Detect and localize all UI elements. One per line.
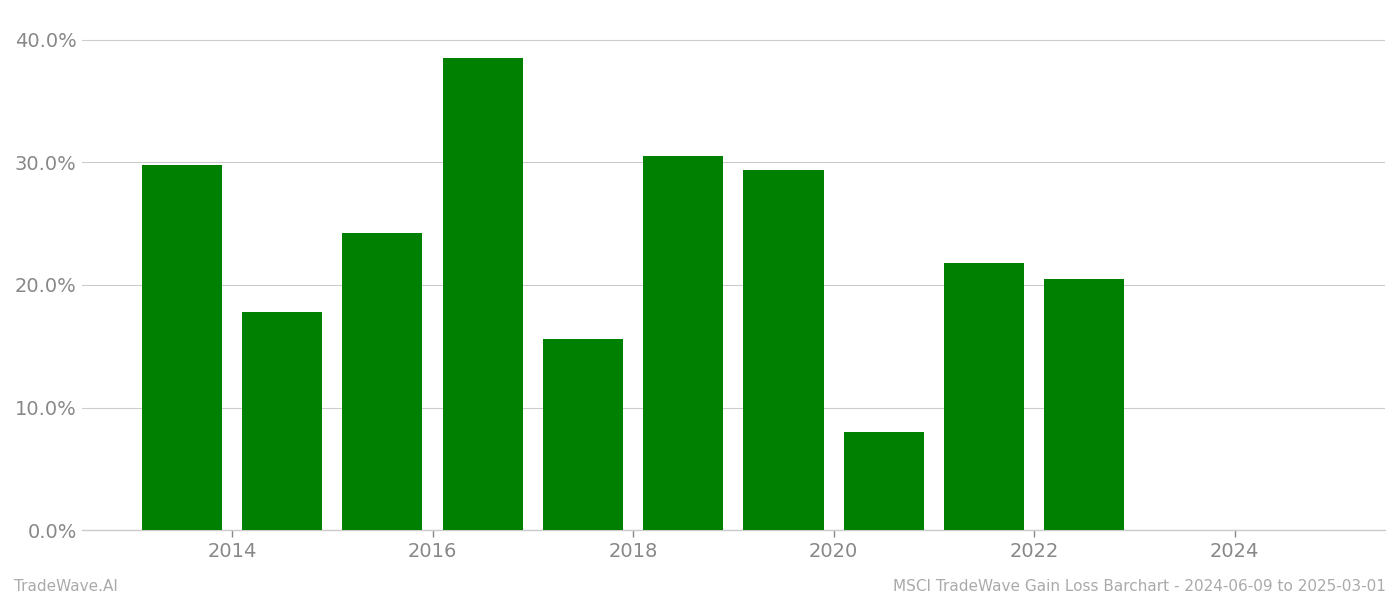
Bar xyxy=(141,164,223,530)
Bar xyxy=(944,263,1023,530)
Bar xyxy=(844,432,924,530)
Bar xyxy=(643,156,724,530)
Bar xyxy=(743,170,823,530)
Bar xyxy=(242,312,322,530)
Bar xyxy=(1044,279,1124,530)
Text: TradeWave.AI: TradeWave.AI xyxy=(14,579,118,594)
Bar xyxy=(442,58,522,530)
Bar xyxy=(543,339,623,530)
Bar xyxy=(342,233,423,530)
Text: MSCI TradeWave Gain Loss Barchart - 2024-06-09 to 2025-03-01: MSCI TradeWave Gain Loss Barchart - 2024… xyxy=(893,579,1386,594)
